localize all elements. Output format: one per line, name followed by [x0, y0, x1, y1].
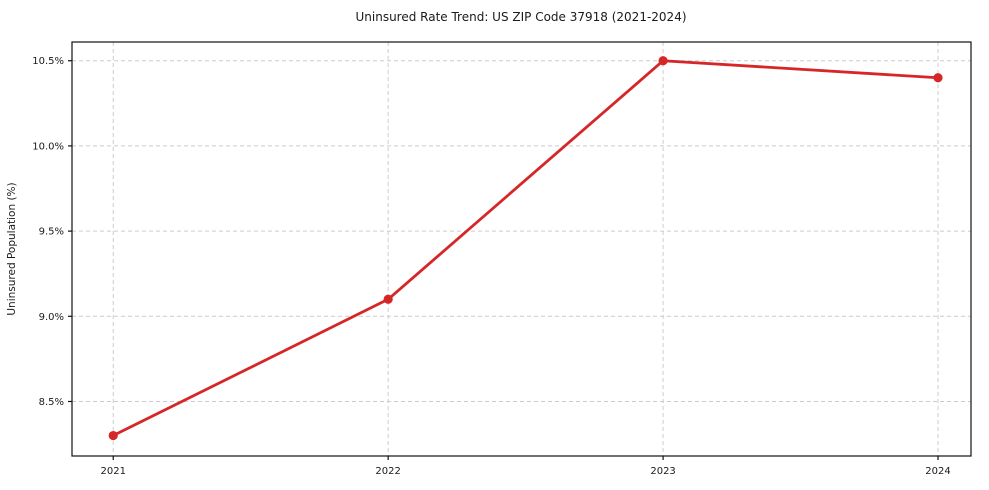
x-tick-label: 2022: [375, 466, 400, 477]
chart-title: Uninsured Rate Trend: US ZIP Code 37918 …: [355, 10, 686, 24]
gridlines: [72, 42, 971, 456]
y-tick-label: 8.5%: [39, 397, 64, 408]
y-axis-label: Uninsured Population (%): [6, 182, 18, 315]
plot-border: [71, 41, 972, 457]
data-point: [383, 294, 393, 304]
trend-line: [111, 59, 940, 437]
y-tick-label: 9.5%: [39, 227, 64, 238]
axes: [68, 41, 972, 460]
tick-labels: 8.5% 9.0% 9.5% 10.0% 10.5% 2021 2022 2023 2024: [32, 56, 951, 477]
y-tick-label: 10.5%: [32, 56, 64, 67]
data-point: [108, 430, 118, 441]
x-tick-label: 2021: [101, 466, 126, 477]
y-tick-label: 10.0%: [32, 141, 64, 152]
x-tick-label: 2024: [925, 466, 950, 477]
y-tick-label: 9.0%: [39, 312, 64, 323]
data-series: [108, 56, 943, 441]
data-point: [933, 73, 943, 83]
x-tick-label: 2023: [650, 466, 675, 477]
data-point: [658, 56, 668, 66]
